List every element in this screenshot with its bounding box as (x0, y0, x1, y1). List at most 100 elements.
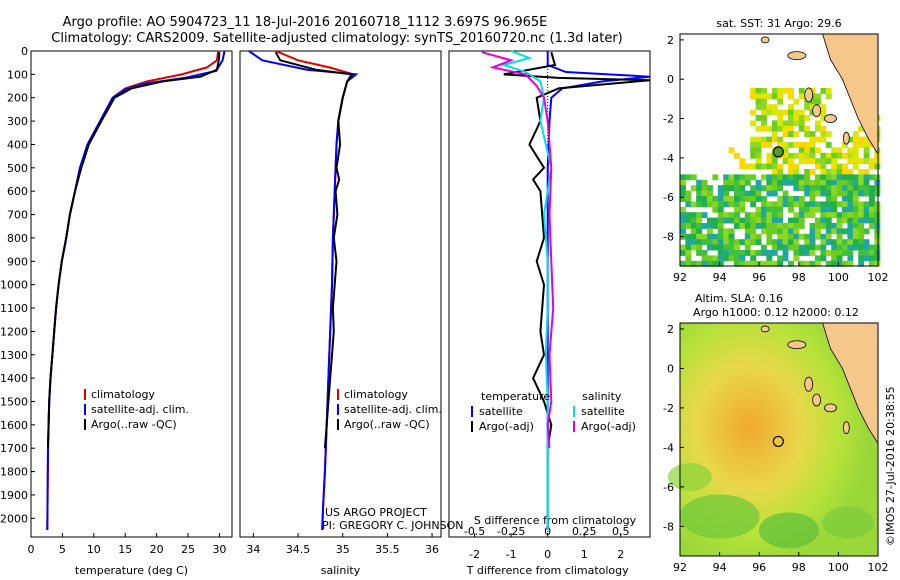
sst-cell (777, 125, 784, 132)
sst-cell (793, 212, 800, 219)
sst-cell (739, 174, 746, 181)
sst-cell (690, 239, 697, 246)
sst-cell (766, 185, 773, 192)
sst-cell (696, 185, 703, 192)
sst-cell (863, 239, 870, 246)
sst-cell (793, 217, 800, 224)
sst-cell (825, 131, 832, 138)
sst-cell (852, 174, 859, 181)
sst-cell (685, 233, 692, 240)
sst-cell (798, 152, 805, 159)
sst-cell (809, 88, 816, 94)
sst-cell (750, 109, 757, 116)
island (812, 393, 822, 407)
sst-cell (798, 158, 805, 165)
sst-cell (750, 174, 757, 181)
island (842, 131, 850, 145)
sst-cell (717, 185, 724, 192)
sst-cell (798, 93, 805, 100)
y-tick-label: 700 (7, 209, 28, 222)
y-tick-label: -2 (663, 113, 674, 126)
sst-cell (788, 93, 794, 100)
sst-cell (739, 255, 746, 262)
sst-cell (815, 217, 821, 224)
sst-cell (771, 104, 778, 111)
sst-cell (782, 223, 789, 229)
island (824, 403, 837, 413)
sst-cell (701, 179, 708, 186)
sst-cell (734, 174, 740, 181)
sst-cell (771, 174, 778, 181)
sst-cell (842, 142, 848, 148)
sst-cell (739, 260, 746, 267)
island (804, 87, 814, 103)
sst-cell (852, 163, 859, 170)
sst-cell (842, 206, 848, 213)
sst-cell (782, 131, 789, 138)
sst-cell (809, 228, 816, 235)
sst-cell (723, 196, 730, 202)
sst-cell (782, 125, 789, 132)
sst-cell (836, 212, 843, 219)
sst-cell (755, 250, 762, 256)
sst-cell (777, 212, 784, 219)
sst-cell (771, 260, 778, 267)
sst-cell (852, 179, 859, 186)
sst-cell (809, 233, 816, 240)
sst-cell (852, 131, 859, 138)
sst-cell (782, 190, 789, 197)
sst-cell (820, 233, 827, 240)
sla-blob (679, 494, 760, 539)
sst-cell (734, 206, 740, 213)
sst-cell (793, 250, 800, 256)
sst-cell (852, 190, 859, 197)
y-tick-label: -6 (663, 191, 674, 204)
sst-cell (793, 255, 800, 262)
sst-cell (858, 185, 865, 192)
sst-cell (815, 228, 821, 235)
sst-cell (820, 88, 827, 94)
sst-cell (766, 255, 773, 262)
sst-cell (798, 109, 805, 116)
x-tick-label: 15 (118, 543, 132, 556)
plot-frame (30, 50, 233, 538)
sst-cell (847, 212, 854, 219)
sst-cell (858, 179, 865, 186)
sst-cell (696, 244, 703, 251)
sst-cell (782, 109, 789, 116)
sst-cell (739, 163, 746, 170)
sst-cell (793, 131, 800, 138)
sst-cell (696, 228, 703, 235)
sst-cell (712, 206, 719, 213)
sst-cell (766, 142, 773, 148)
sst-cell (815, 120, 821, 127)
sst-cell (761, 250, 767, 256)
legend-label: satellite (479, 405, 523, 418)
sst-cell (755, 136, 762, 143)
sst-cell (820, 190, 827, 197)
sst-cell (728, 212, 735, 219)
sst-cell (815, 98, 821, 105)
sst-cell (680, 223, 686, 229)
sst-cell (798, 206, 805, 213)
sst-cell (744, 233, 751, 240)
sst-cell (788, 104, 794, 111)
sst-cell (734, 250, 740, 256)
sst-cell (771, 250, 778, 256)
sst-cell (793, 98, 800, 105)
sst-cell (863, 212, 870, 219)
sst-cell (771, 185, 778, 192)
sst-cell (793, 228, 800, 235)
sst-cell (717, 212, 724, 219)
sst-cell (782, 239, 789, 246)
sst-cell (750, 196, 757, 202)
sst-cell (809, 136, 816, 143)
sst-cell (680, 217, 686, 224)
sst-cell (863, 228, 870, 235)
sst-cell (858, 136, 865, 143)
sst-cell (712, 244, 719, 251)
sst-cell (739, 185, 746, 192)
y-tick-label: -8 (663, 520, 674, 533)
y-tick-label: 0 (667, 73, 674, 86)
sst-cell (798, 233, 805, 240)
